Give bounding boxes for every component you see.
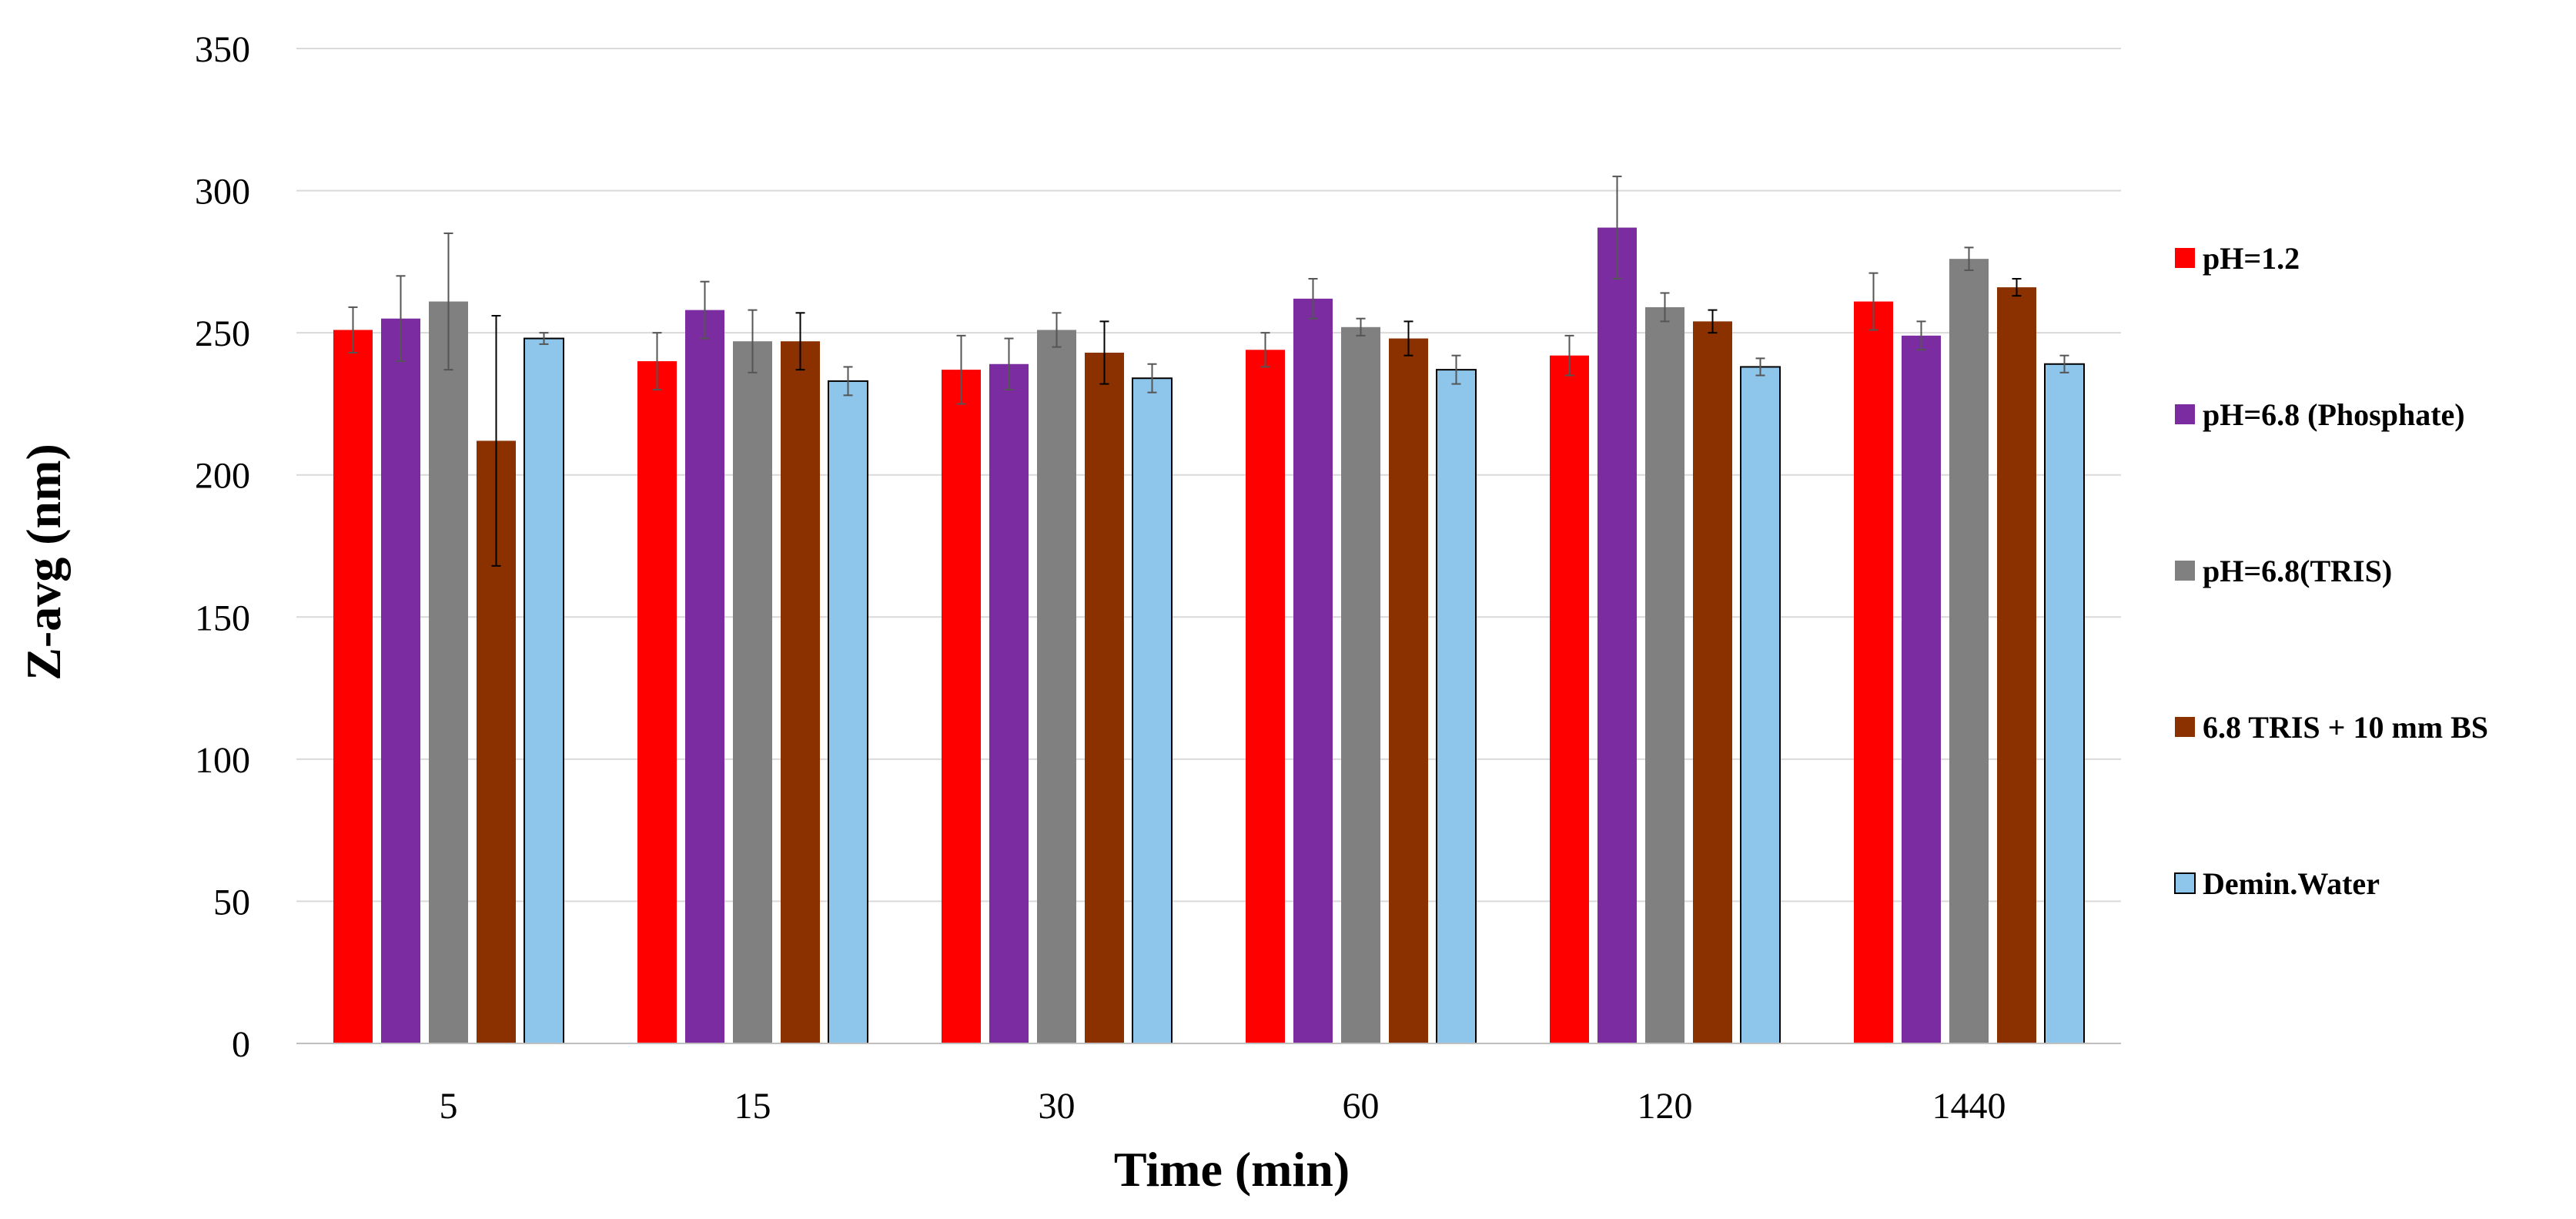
bar — [1645, 306, 1684, 1043]
bar — [2044, 363, 2085, 1044]
bar — [524, 337, 564, 1045]
legend-item: 6.8 TRIS + 10 mm BS — [2175, 710, 2488, 745]
x-axis-title: Time (min) — [1114, 1142, 1350, 1197]
y-tick-label: 200 — [195, 456, 250, 497]
x-tick-label: 60 — [1343, 1086, 1380, 1127]
legend: pH=1.2 pH=6.8 (Phosphate) pH=6.8(TRIS) 6.8 … — [2174, 241, 2488, 901]
x-tick-label: 120 — [1638, 1086, 1693, 1127]
bar — [1132, 377, 1173, 1045]
bar — [1436, 369, 1477, 1045]
legend-label: Demin.Water — [2203, 866, 2380, 901]
y-tick-label: 300 — [195, 172, 250, 213]
legend-item: pH=1.2 — [2175, 241, 2300, 276]
bar — [637, 361, 677, 1043]
y-tick-label: 50 — [213, 882, 250, 923]
bar — [1550, 355, 1589, 1043]
bar — [1085, 352, 1124, 1043]
y-tick-label: 100 — [195, 740, 250, 781]
bar — [1293, 298, 1333, 1043]
gridlines — [296, 48, 2121, 903]
legend-label: pH=1.2 — [2203, 241, 2300, 276]
bar — [1037, 330, 1076, 1043]
legend-item: Demin.Water — [2174, 866, 2380, 901]
bar — [1597, 227, 1637, 1043]
x-tick-label: 30 — [1039, 1086, 1076, 1127]
bar — [333, 330, 373, 1043]
bars — [333, 227, 2085, 1045]
bar — [989, 363, 1029, 1044]
bar — [942, 370, 981, 1043]
x-tick-label: 15 — [734, 1086, 771, 1127]
x-tick-label: 5 — [440, 1086, 458, 1127]
y-tick-label: 150 — [195, 598, 250, 638]
x-tick-labels: 5 15 30 60 120 1440 — [440, 1086, 2006, 1127]
legend-label: pH=6.8 (Phosphate) — [2203, 397, 2465, 432]
legend-swatch — [2175, 404, 2195, 424]
legend-label: 6.8 TRIS + 10 mm BS — [2203, 710, 2488, 745]
bar — [1246, 350, 1285, 1043]
bar — [1693, 321, 1732, 1043]
bar — [1854, 301, 1893, 1044]
legend-swatch — [2175, 248, 2195, 268]
bar — [1341, 327, 1380, 1043]
bar — [781, 341, 820, 1043]
error-bars — [348, 176, 2069, 567]
bar — [1997, 287, 2036, 1044]
legend-item: pH=6.8 (Phosphate) — [2175, 397, 2465, 432]
bar — [1902, 335, 1941, 1043]
bar — [1389, 338, 1428, 1043]
legend-swatch — [2175, 717, 2195, 737]
y-tick-labels: 0 50 100 150 200 250 300 350 — [195, 29, 250, 1065]
y-tick-label: 250 — [195, 313, 250, 354]
bar — [381, 318, 420, 1044]
legend-swatch — [2175, 561, 2195, 581]
legend-label: pH=6.8(TRIS) — [2203, 554, 2392, 588]
legend-item: pH=6.8(TRIS) — [2175, 554, 2392, 588]
bar — [733, 341, 772, 1043]
y-axis-title: Z-avg (nm) — [16, 444, 71, 681]
bar — [1949, 259, 1989, 1043]
bar — [429, 301, 468, 1044]
bar — [685, 310, 724, 1043]
x-tick-label: 1440 — [1932, 1086, 2006, 1127]
legend-swatch — [2174, 872, 2196, 894]
bar — [828, 380, 868, 1044]
y-tick-label: 0 — [232, 1024, 250, 1065]
y-tick-label: 350 — [195, 29, 250, 70]
bar — [1740, 366, 1781, 1044]
